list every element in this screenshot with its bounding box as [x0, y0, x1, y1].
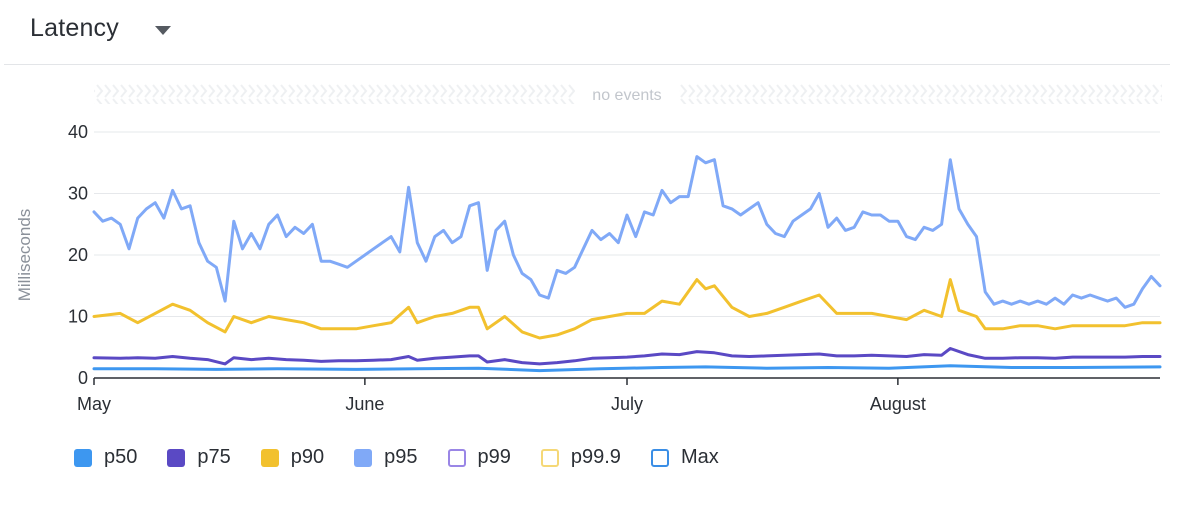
y-tick-label: 0: [78, 368, 88, 388]
legend-label: p50: [104, 446, 138, 468]
legend-swatch: [74, 448, 92, 467]
legend-item[interactable]: p95: [354, 446, 418, 469]
legend-item[interactable]: Max: [650, 446, 719, 469]
panel-header: Latency: [0, 0, 1178, 62]
y-tick-label: 20: [68, 245, 88, 265]
header-divider: [4, 64, 1170, 65]
latency-chart: no events 0 10 20 30 40 May June July August Mil…: [15, 84, 1162, 414]
legend-item[interactable]: p75: [167, 446, 231, 469]
legend-item[interactable]: p50: [74, 446, 137, 469]
y-axis-label: Milliseconds: [15, 209, 34, 302]
caret-down-icon[interactable]: [148, 18, 178, 42]
legend-label: p95: [384, 446, 418, 468]
x-tick-label: July: [611, 394, 643, 414]
legend-label: p90: [290, 446, 325, 468]
legend-label: p99.9: [570, 446, 621, 468]
legend-swatch: [354, 448, 373, 467]
series-line-p90: [92, 278, 1162, 340]
events-label: no events: [592, 87, 661, 104]
y-tick-label: 30: [68, 184, 88, 204]
legend-item[interactable]: p99.9: [540, 446, 621, 469]
panel-title: Latency: [30, 14, 119, 42]
x-tick-label: June: [345, 394, 384, 414]
chart-legend: p50 p75 p90 p95 p99 p99.9 Max: [74, 446, 749, 469]
events-label-bg: [575, 84, 679, 104]
legend-label: p75: [197, 446, 231, 468]
legend-swatch: [167, 448, 186, 467]
legend-item[interactable]: p99: [447, 446, 511, 469]
series-line-p50: [92, 364, 1162, 373]
y-tick-label: 40: [68, 122, 88, 142]
legend-swatch: [260, 448, 279, 467]
legend-label: p99: [477, 446, 511, 468]
x-tick-label: August: [870, 394, 926, 414]
legend-item[interactable]: p90: [260, 446, 325, 469]
legend-swatch: [540, 448, 559, 467]
legend-swatch: [650, 448, 669, 467]
x-tick-label: May: [77, 394, 111, 414]
legend-label: Max: [680, 446, 719, 468]
series-line-p95: [92, 155, 1162, 309]
series-line-p75: [92, 347, 1162, 366]
legend-swatch: [447, 448, 466, 467]
y-tick-label: 10: [68, 307, 88, 327]
